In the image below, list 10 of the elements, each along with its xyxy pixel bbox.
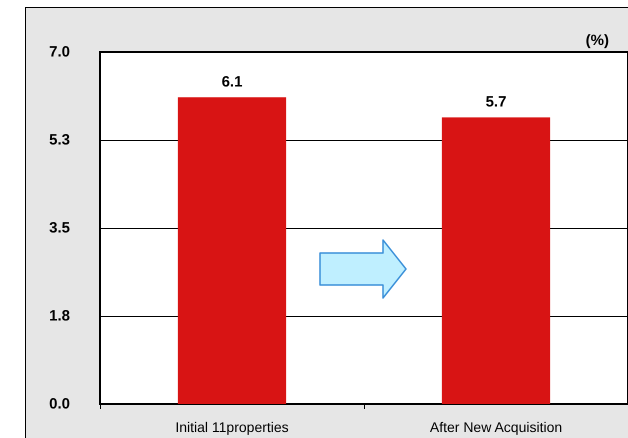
y-tick-label: 1.8 (49, 308, 70, 324)
y-tick-label: 7.0 (49, 44, 70, 60)
data-label: 5.7 (486, 93, 506, 110)
y-tick-label: 0.0 (49, 396, 70, 412)
data-label: 6.1 (222, 73, 242, 90)
x-tick-label: After New Acquisition (430, 419, 562, 435)
y-tick-label: 3.5 (49, 220, 70, 236)
y-axis-title: (%) (586, 32, 610, 49)
x-tick-label: Initial 11properties (175, 419, 289, 435)
y-tick-label: 5.3 (49, 132, 70, 148)
